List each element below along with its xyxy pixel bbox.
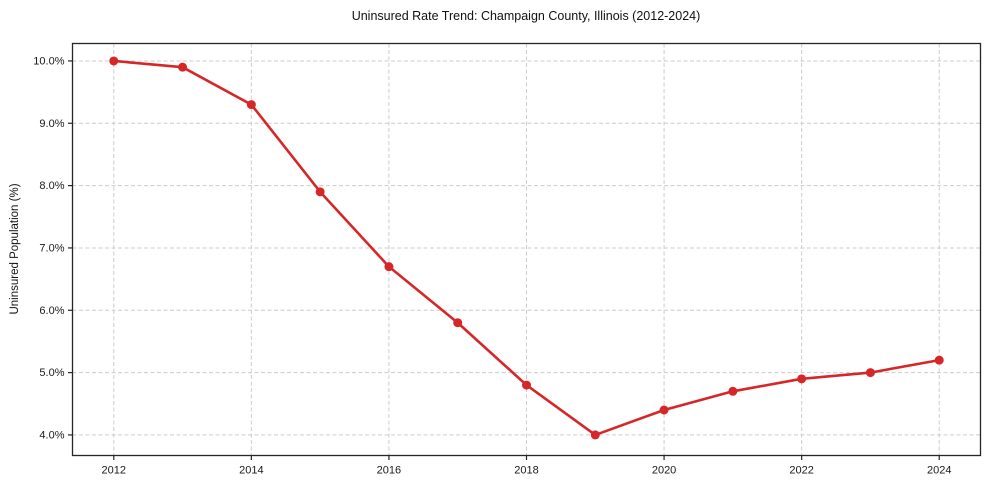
y-tick-label: 6.0% [39, 305, 64, 317]
x-tick-label: 2014 [239, 465, 263, 477]
data-point-marker [865, 368, 875, 378]
data-point-marker [659, 405, 669, 415]
x-tick-label: 2016 [377, 465, 401, 477]
data-point-marker [315, 187, 325, 197]
data-point-marker [178, 62, 188, 72]
data-point-marker [246, 100, 256, 110]
data-point-marker [590, 430, 600, 440]
data-point-marker [109, 56, 119, 66]
x-tick-label: 2018 [514, 465, 538, 477]
x-tick-label: 2012 [102, 465, 126, 477]
y-tick-label: 7.0% [39, 242, 64, 254]
y-tick-label: 10.0% [33, 55, 64, 67]
data-point-marker [453, 318, 463, 328]
x-tick-label: 2022 [789, 465, 813, 477]
chart-title: Uninsured Rate Trend: Champaign County, … [351, 9, 701, 23]
y-tick-label: 5.0% [39, 367, 64, 379]
y-tick-label: 9.0% [39, 118, 64, 130]
y-tick-label: 4.0% [39, 429, 64, 441]
data-point-marker [728, 386, 738, 396]
data-point-marker [934, 355, 944, 365]
y-tick-label: 8.0% [39, 180, 64, 192]
data-point-marker [522, 380, 531, 390]
data-point-marker [797, 374, 807, 384]
x-tick-label: 2020 [652, 465, 676, 477]
x-tick-label: 2024 [927, 465, 951, 477]
data-point-marker [384, 262, 394, 272]
